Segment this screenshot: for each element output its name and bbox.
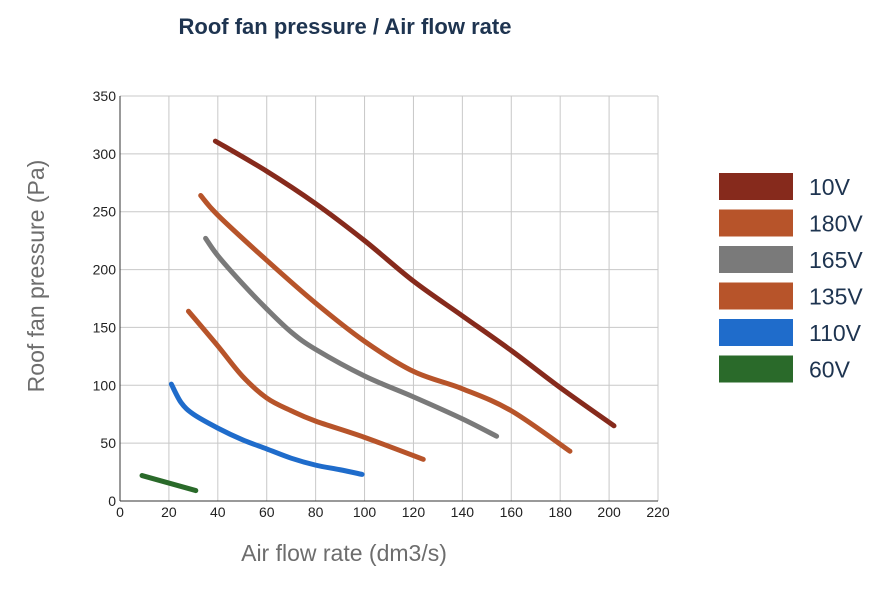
x-tick-label: 140: [451, 504, 475, 520]
x-tick-label: 80: [308, 504, 324, 520]
x-axis-ticks: 0 20 40 60 80 100 120 140 160 180 200 220: [116, 504, 670, 520]
x-tick-label: 160: [500, 504, 524, 520]
y-tick-label: 150: [93, 319, 117, 335]
y-tick-label: 50: [100, 435, 116, 451]
legend-swatch-10v: [719, 173, 793, 200]
x-tick-label: 40: [210, 504, 226, 520]
legend-label-60v: 60V: [809, 357, 851, 383]
x-tick-label: 100: [353, 504, 377, 520]
legend-swatch-110v: [719, 319, 793, 346]
y-tick-label: 0: [108, 493, 116, 509]
y-axis-ticks: 0 50 100 150 200 250 300 350: [93, 88, 117, 509]
series-line-165v: [203, 235, 500, 439]
x-tick-label: 120: [402, 504, 426, 520]
legend-swatch-135v: [719, 282, 793, 310]
series-line-135v: [185, 308, 426, 462]
x-tick-label: 180: [549, 504, 573, 520]
legend-label-165v: 165V: [809, 247, 863, 273]
y-tick-label: 300: [93, 146, 117, 162]
legend-swatch-165v: [719, 246, 793, 273]
y-tick-label: 350: [93, 88, 117, 104]
legend-label-10v: 10V: [809, 174, 851, 200]
x-tick-label: 220: [646, 504, 670, 520]
y-tick-label: 200: [93, 262, 117, 278]
y-tick-label: 100: [93, 377, 117, 393]
x-tick-label: 20: [161, 504, 177, 520]
series-line-10v: [212, 138, 617, 429]
grid-lines: [119, 95, 659, 502]
x-tick-label: 60: [259, 504, 275, 520]
chart-title: Roof fan pressure / Air flow rate: [178, 14, 512, 39]
legend-label-110v: 110V: [809, 320, 862, 346]
legend: 10V 180V 165V 135V 110V 60V: [719, 173, 863, 383]
series-lines: [139, 138, 617, 494]
series-line-110v: [168, 381, 365, 477]
y-tick-label: 250: [93, 204, 117, 220]
x-tick-label: 200: [597, 504, 621, 520]
legend-label-135v: 135V: [809, 284, 863, 310]
x-axis-label: Air flow rate (dm3/s): [241, 540, 447, 566]
legend-swatch-60v: [719, 355, 793, 383]
series-line-60v: [139, 473, 199, 494]
x-tick-label: 0: [116, 504, 124, 520]
legend-swatch-180v: [719, 209, 793, 237]
legend-label-180v: 180V: [809, 211, 863, 237]
series-line-180v: [198, 193, 573, 454]
y-axis-label: Roof fan pressure (Pa): [23, 160, 49, 393]
